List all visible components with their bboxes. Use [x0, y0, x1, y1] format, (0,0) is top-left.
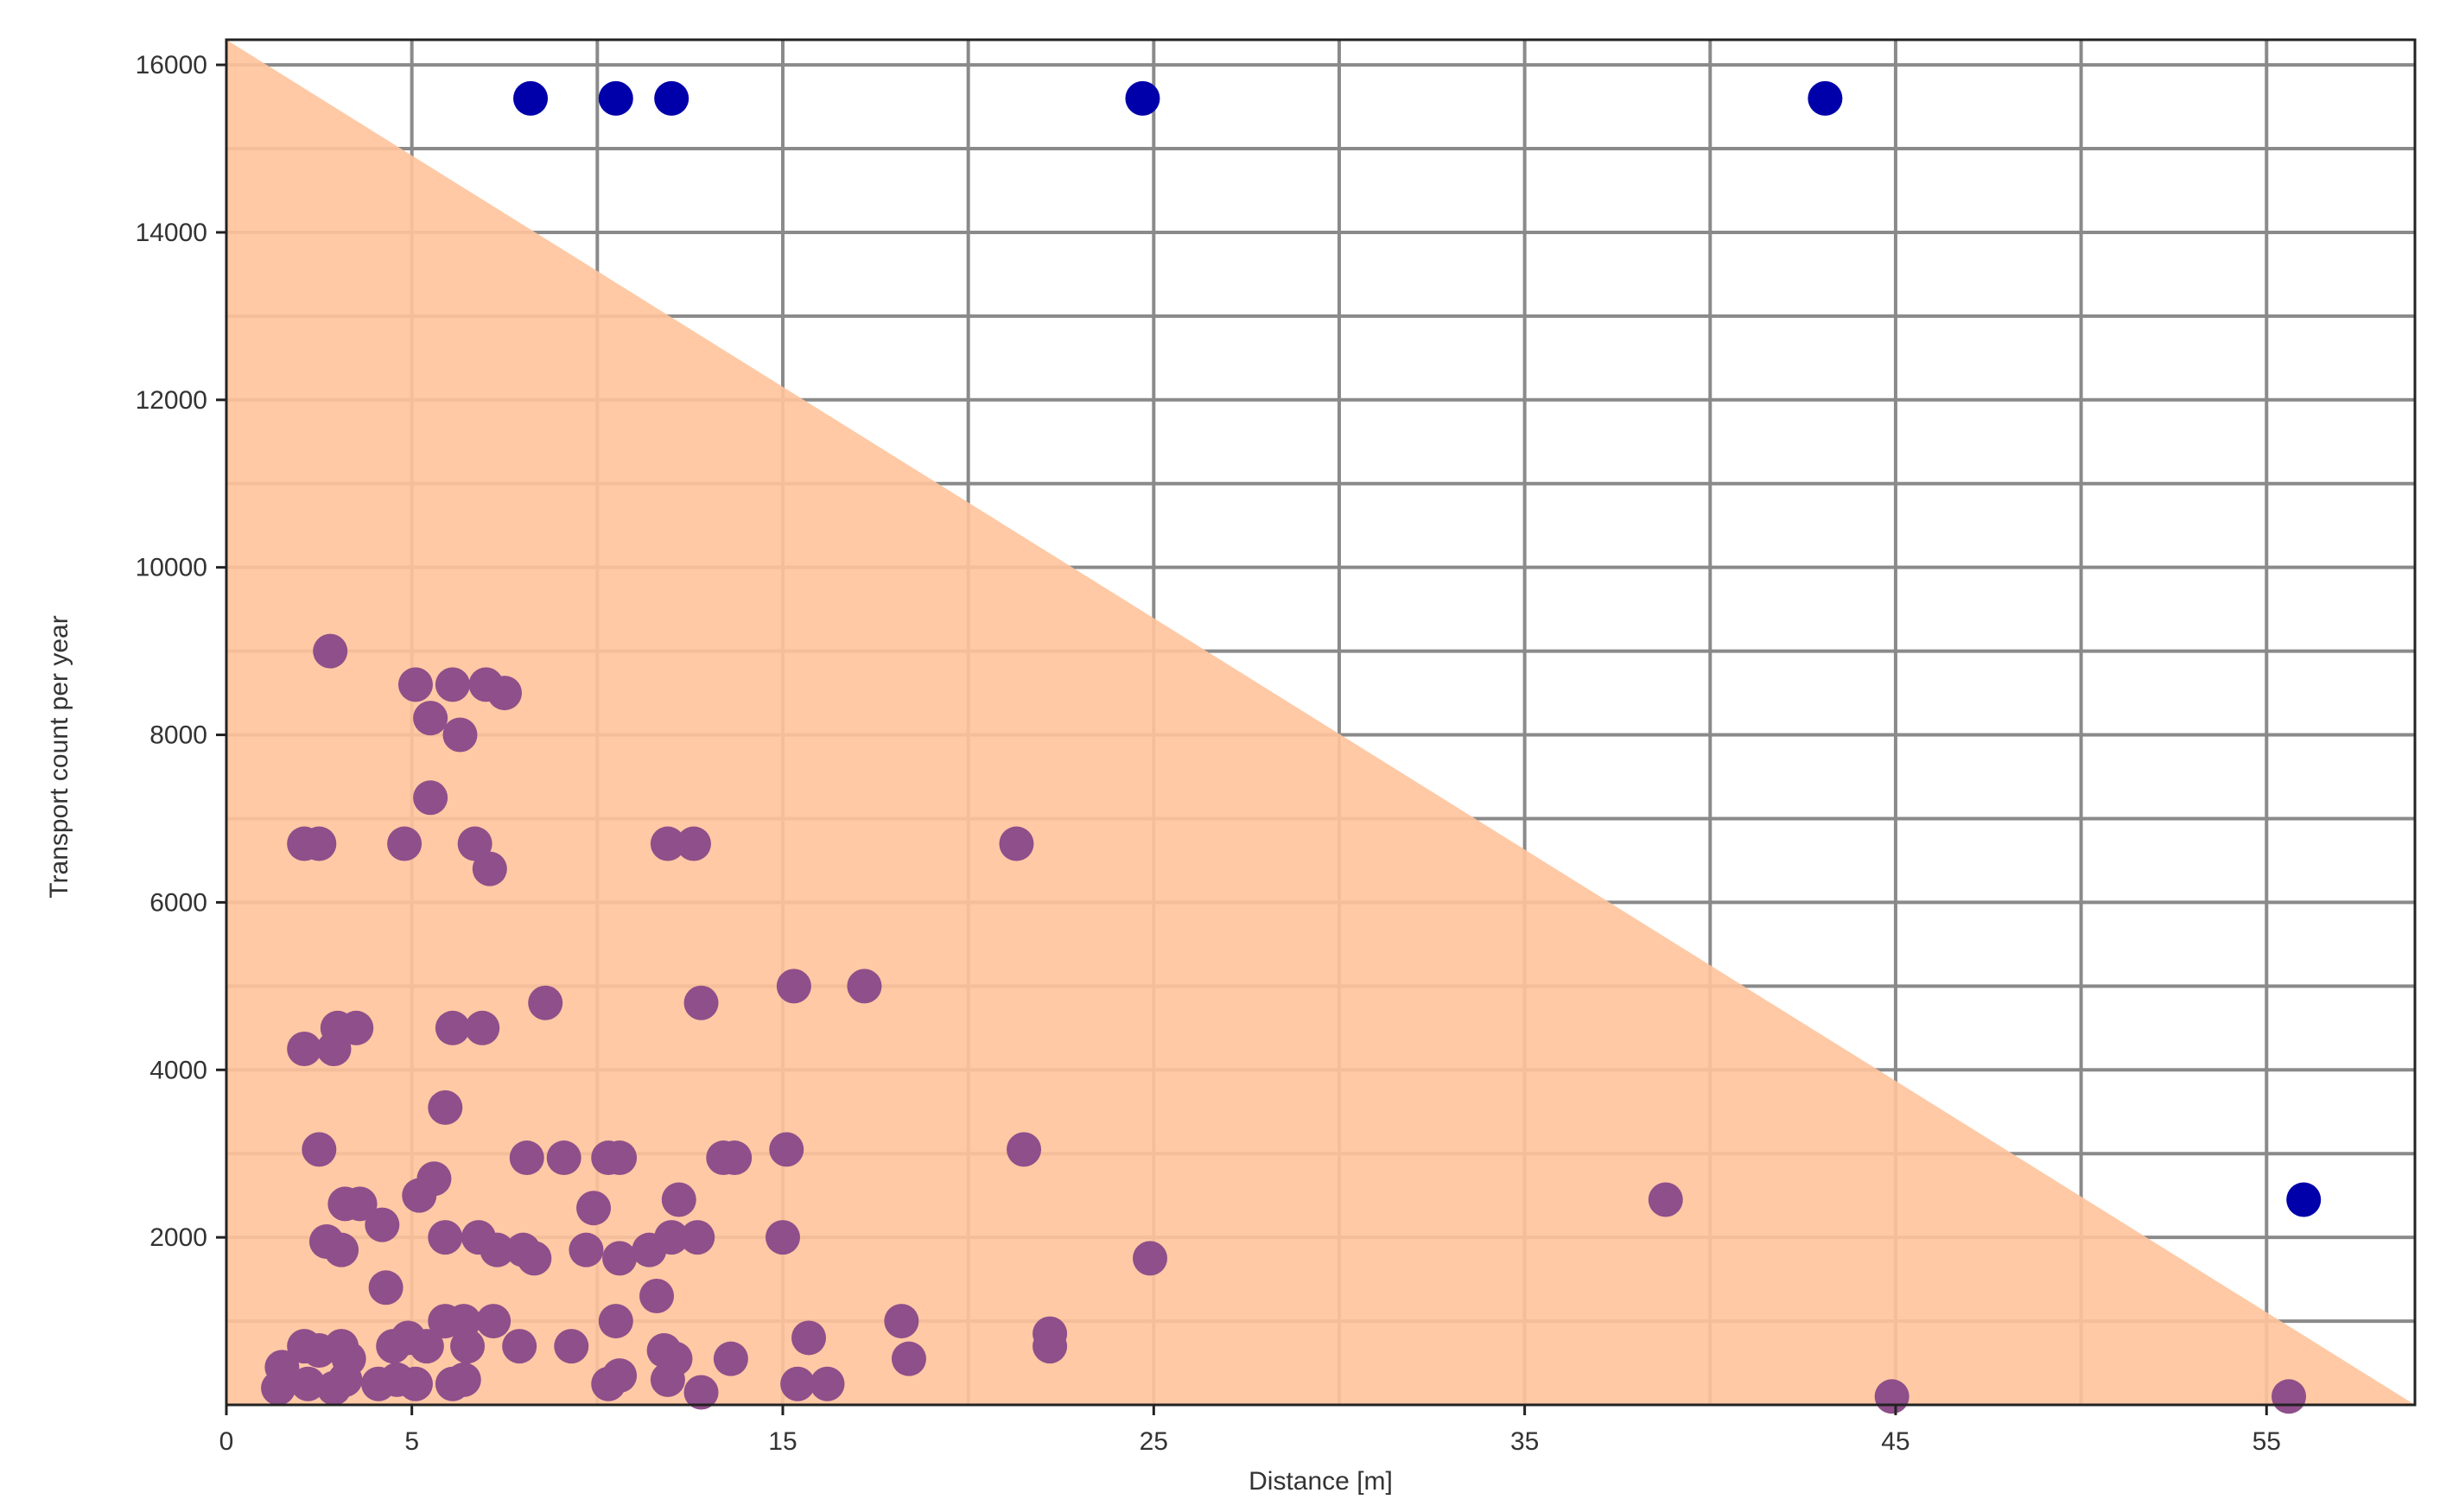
data-point-blue	[654, 80, 689, 116]
data-point-purple	[602, 1241, 638, 1276]
y-tick-label: 16000	[136, 51, 207, 79]
y-tick-label: 14000	[136, 219, 207, 247]
data-point-blue	[513, 80, 549, 116]
data-point-purple	[891, 1341, 926, 1376]
data-point-purple	[476, 1304, 511, 1339]
data-point-purple	[1874, 1379, 1909, 1414]
data-point-purple	[661, 1182, 696, 1217]
data-point-purple	[713, 1341, 748, 1376]
data-point-purple	[517, 1241, 552, 1276]
data-point-purple	[457, 826, 492, 861]
data-point-purple	[780, 1366, 816, 1401]
axis-ticks: 0 5 15 25 35 45 55 2000 4000 6000 8000 10000 12000 14…	[136, 51, 2281, 1456]
data-point-purple	[290, 1366, 326, 1401]
data-point-purple	[569, 1232, 604, 1267]
data-point-purple	[402, 1178, 437, 1213]
data-point-purple	[884, 1304, 919, 1339]
data-point-purple	[428, 1090, 463, 1125]
data-point-purple	[1033, 1329, 1068, 1364]
data-point-purple	[324, 1232, 359, 1267]
data-point-purple	[302, 826, 337, 861]
data-point-purple	[342, 1186, 378, 1222]
data-point-purple	[999, 826, 1034, 861]
y-tick-label: 8000	[149, 721, 207, 750]
data-point-purple	[368, 1270, 403, 1306]
data-point-purple	[472, 851, 507, 886]
data-point-purple	[387, 826, 423, 861]
x-tick-label: 15	[768, 1427, 797, 1456]
data-point-purple	[602, 1358, 638, 1394]
data-point-purple	[765, 1220, 800, 1255]
data-point-purple	[287, 1032, 322, 1067]
data-point-purple	[598, 1304, 633, 1339]
data-point-purple	[313, 633, 348, 669]
data-point-blue	[2286, 1182, 2322, 1217]
x-axis-title: Distance [m]	[1249, 1467, 1393, 1496]
data-point-purple	[546, 1140, 581, 1176]
data-point-purple	[847, 969, 882, 1004]
data-point-purple	[435, 1010, 470, 1045]
data-point-purple	[302, 1132, 337, 1167]
shaded-region	[226, 40, 2415, 1405]
x-tick-label: 5	[404, 1427, 419, 1456]
data-point-purple	[769, 1132, 804, 1167]
x-tick-label: 25	[1140, 1427, 1168, 1456]
data-point-purple	[413, 780, 448, 816]
data-point-purple	[554, 1329, 589, 1364]
data-point-purple	[397, 667, 433, 702]
data-point-purple	[1648, 1182, 1683, 1217]
y-tick-label: 10000	[136, 554, 207, 582]
data-point-blue	[1125, 80, 1160, 116]
data-point-purple	[339, 1010, 374, 1045]
data-point-purple	[409, 1329, 444, 1364]
y-tick-label: 4000	[149, 1056, 207, 1084]
shaded-triangle	[226, 40, 2415, 1405]
data-point-purple	[502, 1329, 537, 1364]
data-point-purple	[261, 1370, 296, 1406]
data-point-purple	[435, 667, 470, 702]
data-point-purple	[576, 1191, 612, 1226]
y-axis-title: Transport count per year	[45, 615, 73, 898]
data-point-purple	[397, 1366, 433, 1401]
data-point-purple	[365, 1207, 400, 1242]
data-point-purple	[442, 717, 478, 753]
data-point-purple	[650, 826, 685, 861]
plot-border	[225, 38, 2417, 1407]
x-tick-label: 35	[1510, 1427, 1539, 1456]
data-point-purple	[480, 1232, 515, 1267]
data-point-purple	[465, 1010, 500, 1045]
data-point-purple	[776, 969, 811, 1004]
data-point-blue	[598, 80, 633, 116]
data-point-blue	[1808, 80, 1843, 116]
x-tick-label: 45	[1881, 1427, 1909, 1456]
data-point-purple	[639, 1278, 675, 1313]
y-tick-label: 2000	[149, 1223, 207, 1252]
data-point-purple	[650, 1362, 685, 1397]
x-tick-label: 0	[219, 1427, 234, 1456]
data-point-purple	[327, 1362, 363, 1397]
data-point-purple	[486, 676, 522, 711]
data-point-purple	[450, 1329, 486, 1364]
data-point-purple	[413, 701, 448, 736]
data-point-purple	[528, 985, 563, 1020]
data-point-purple	[676, 826, 711, 861]
data-point-purple	[810, 1366, 845, 1401]
data-point-purple	[2272, 1379, 2307, 1414]
data-point-purple	[654, 1220, 689, 1255]
data-point-purple	[602, 1140, 638, 1176]
data-point-purple	[717, 1140, 753, 1176]
data-point-purple	[509, 1140, 544, 1176]
data-point-purple	[1133, 1241, 1168, 1276]
y-tick-label: 6000	[149, 888, 207, 917]
data-point-purple	[791, 1320, 827, 1356]
x-tick-label: 55	[2252, 1427, 2281, 1456]
data-point-purple	[683, 985, 719, 1020]
data-point-purple	[446, 1362, 481, 1397]
y-tick-label: 12000	[136, 386, 207, 415]
data-point-purple	[1007, 1132, 1042, 1167]
data-point-purple	[683, 1375, 719, 1410]
data-point-purple	[680, 1220, 715, 1255]
data-point-purple	[428, 1220, 463, 1255]
